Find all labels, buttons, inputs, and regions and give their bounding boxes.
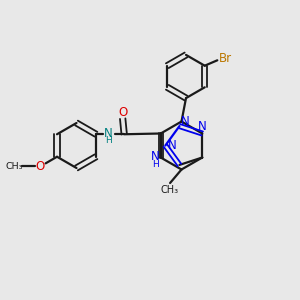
Text: O: O — [118, 106, 127, 118]
Text: CH₃: CH₃ — [6, 162, 23, 171]
Text: H: H — [152, 160, 159, 169]
Text: N: N — [104, 127, 113, 140]
Text: N: N — [198, 120, 207, 134]
Text: N: N — [168, 139, 176, 152]
Text: N: N — [151, 149, 160, 163]
Text: CH₃: CH₃ — [160, 184, 178, 195]
Text: N: N — [181, 115, 189, 128]
Text: O: O — [35, 160, 44, 173]
Text: Br: Br — [219, 52, 232, 65]
Text: H: H — [105, 136, 112, 145]
